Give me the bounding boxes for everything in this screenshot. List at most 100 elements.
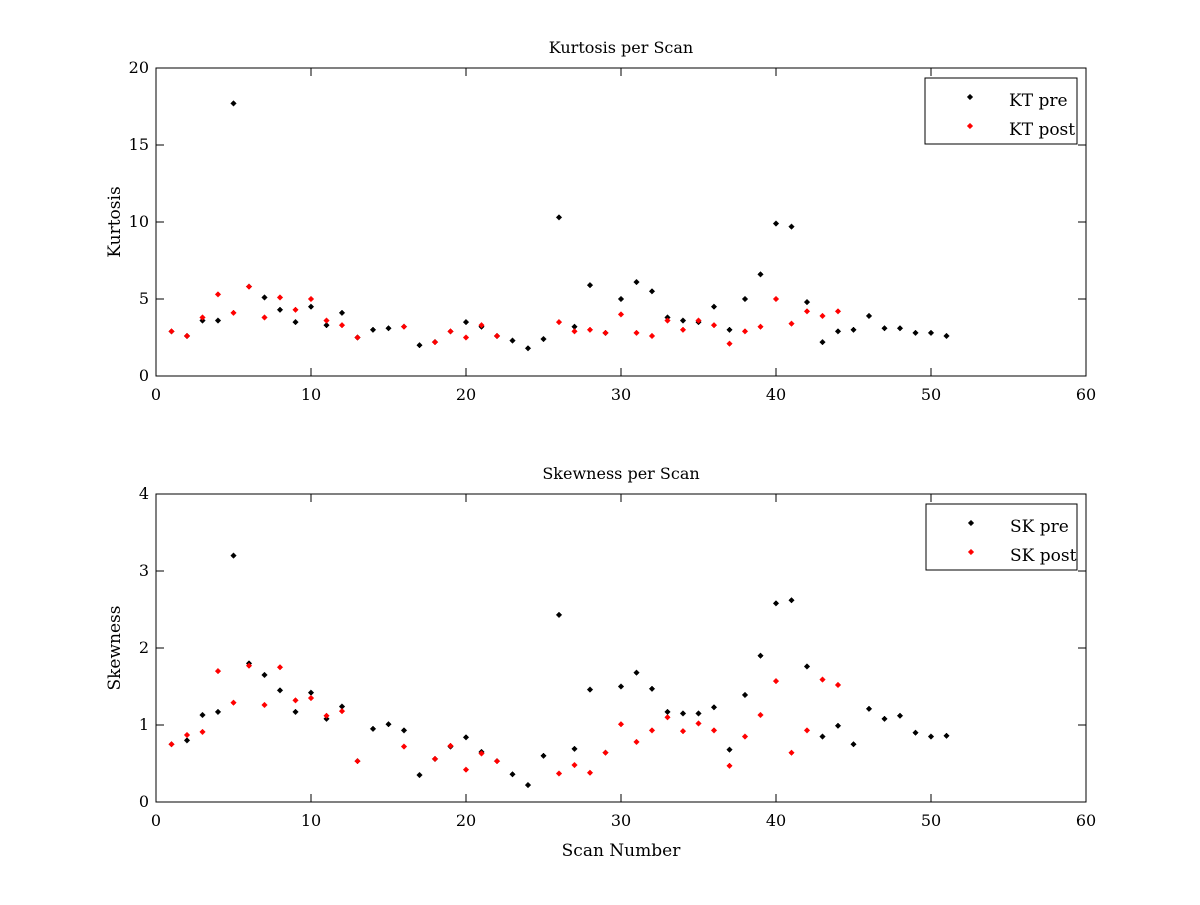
data-point bbox=[943, 332, 950, 340]
data-point bbox=[896, 325, 904, 332]
data-point bbox=[741, 328, 749, 335]
data-point bbox=[602, 329, 609, 337]
data-point bbox=[602, 749, 609, 756]
data-point bbox=[369, 725, 377, 733]
series-post bbox=[168, 283, 842, 347]
data-point bbox=[199, 314, 206, 321]
data-point bbox=[648, 685, 656, 692]
data-point bbox=[772, 677, 780, 685]
legend: SK pre SK post bbox=[925, 503, 1078, 571]
data-point bbox=[571, 328, 578, 335]
data-point bbox=[788, 320, 795, 327]
data-point bbox=[338, 322, 346, 329]
x-tick-label: 10 bbox=[301, 385, 321, 404]
data-point bbox=[199, 711, 206, 719]
data-point bbox=[881, 325, 888, 332]
data-point bbox=[633, 278, 640, 286]
data-point bbox=[927, 733, 935, 740]
legend-label: KT post bbox=[1009, 120, 1075, 140]
data-point bbox=[323, 712, 330, 719]
data-point bbox=[679, 710, 687, 717]
y-tick-label: 10 bbox=[129, 212, 149, 231]
data-point bbox=[710, 322, 718, 329]
data-point bbox=[865, 312, 873, 320]
data-point bbox=[850, 326, 857, 333]
data-point bbox=[757, 711, 764, 719]
data-point bbox=[648, 288, 656, 295]
data-point bbox=[943, 732, 950, 739]
data-point bbox=[617, 683, 625, 690]
data-point bbox=[679, 326, 687, 333]
x-tick-label: 20 bbox=[456, 385, 476, 404]
data-point bbox=[834, 328, 842, 335]
data-point bbox=[338, 309, 346, 317]
data-point bbox=[245, 662, 253, 669]
legend-marker bbox=[966, 93, 974, 101]
data-point bbox=[214, 317, 222, 324]
y-tick-label: 20 bbox=[129, 58, 149, 77]
data-point bbox=[788, 749, 795, 756]
legend: KT pre KT post bbox=[924, 77, 1078, 145]
data-point bbox=[695, 317, 702, 324]
y-tick-label: 2 bbox=[139, 638, 149, 657]
data-point bbox=[819, 338, 826, 346]
y-tick-label: 0 bbox=[139, 366, 149, 385]
data-point bbox=[726, 762, 733, 769]
data-point bbox=[927, 329, 935, 337]
data-point bbox=[772, 220, 780, 227]
data-point bbox=[633, 669, 640, 676]
data-point bbox=[524, 345, 532, 352]
data-point bbox=[679, 317, 687, 324]
legend-label: SK post bbox=[1010, 546, 1077, 566]
data-point bbox=[726, 746, 733, 753]
data-point bbox=[834, 308, 842, 315]
data-point bbox=[261, 701, 268, 709]
data-point bbox=[586, 769, 594, 776]
data-point bbox=[788, 597, 795, 604]
data-point bbox=[214, 291, 222, 298]
data-point bbox=[710, 303, 718, 310]
data-point bbox=[741, 295, 749, 303]
data-point bbox=[214, 708, 222, 716]
data-point bbox=[819, 733, 826, 740]
x-tick-label: 0 bbox=[151, 811, 161, 830]
x-tick-label: 40 bbox=[766, 385, 786, 404]
data-point bbox=[710, 704, 718, 711]
data-point bbox=[230, 552, 237, 559]
data-point bbox=[478, 750, 485, 757]
data-point bbox=[679, 728, 687, 735]
data-point bbox=[292, 306, 299, 313]
y-tick-label: 5 bbox=[139, 289, 149, 308]
data-point bbox=[850, 741, 857, 748]
data-point bbox=[757, 652, 764, 659]
data-point bbox=[834, 681, 842, 689]
legend-marker bbox=[967, 519, 975, 527]
data-point bbox=[586, 281, 594, 289]
data-point bbox=[741, 733, 749, 740]
data-point bbox=[462, 318, 470, 326]
data-point bbox=[447, 328, 454, 335]
data-point bbox=[261, 294, 268, 301]
x-tick-label: 60 bbox=[1076, 811, 1096, 830]
data-point bbox=[276, 306, 284, 313]
x-tick-label: 40 bbox=[766, 811, 786, 830]
data-point bbox=[819, 676, 826, 683]
data-point bbox=[416, 342, 423, 349]
data-point bbox=[586, 326, 594, 333]
data-point bbox=[323, 317, 330, 324]
data-point bbox=[493, 758, 501, 765]
data-point bbox=[307, 295, 315, 303]
plot-panel-1: 0 10 20 30 40 50 60 0 5 10 15 20 Kurtosis per Scan Ku… bbox=[105, 38, 1096, 404]
data-point bbox=[354, 758, 361, 765]
y-axis-label: Kurtosis bbox=[105, 186, 125, 257]
data-point bbox=[493, 332, 501, 340]
data-point bbox=[788, 223, 795, 230]
legend-marker bbox=[967, 548, 975, 556]
data-point bbox=[168, 328, 175, 335]
data-point bbox=[540, 335, 547, 343]
data-point bbox=[214, 667, 222, 675]
y-axis-label: Skewness bbox=[105, 605, 125, 690]
data-point bbox=[230, 309, 237, 317]
data-point bbox=[276, 664, 284, 671]
data-point bbox=[400, 323, 408, 330]
